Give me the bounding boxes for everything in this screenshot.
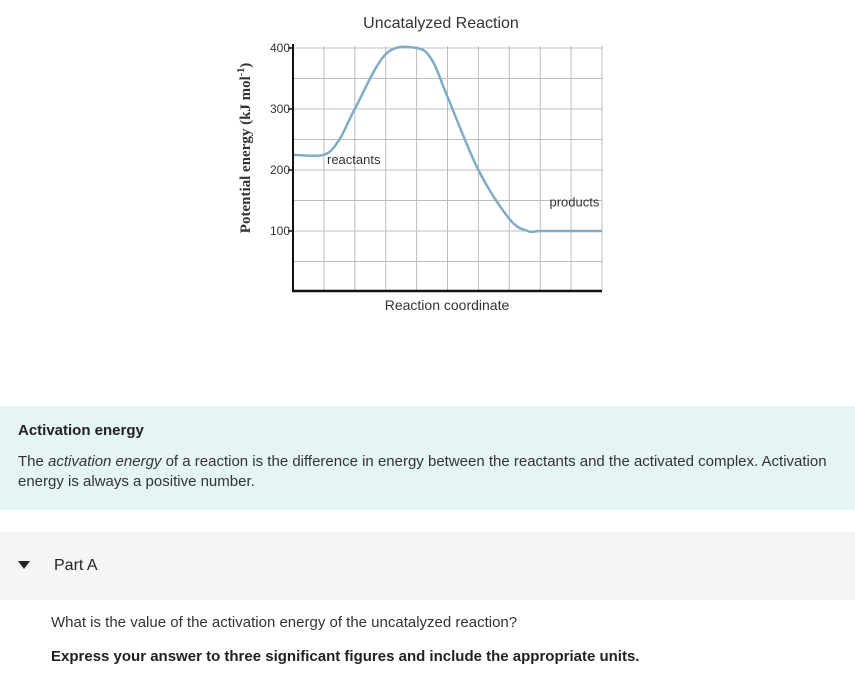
y-axis-label: Potential energy (kJ mol-1) — [236, 63, 254, 233]
y-axis-label-close: ) — [238, 63, 254, 68]
info-text: The activation energy of a reaction is t… — [18, 452, 837, 492]
y-tick-label: 300 — [270, 102, 290, 116]
info-text-pre: The — [18, 453, 49, 470]
part-a-label: Part A — [54, 557, 98, 574]
y-tick-label: 100 — [270, 224, 290, 238]
axes-layer — [292, 44, 602, 293]
info-title: Activation energy — [18, 422, 144, 439]
part-a-header[interactable]: Part A — [0, 532, 855, 600]
grid-layer — [293, 46, 603, 291]
caret-down-icon[interactable] — [18, 561, 30, 569]
info-text-post: of a reaction is the difference in energ… — [18, 453, 827, 490]
x-axis-label: Reaction coordinate — [385, 297, 510, 313]
annotations-layer: reactants products — [327, 152, 600, 210]
annotation-products: products — [549, 195, 599, 210]
y-axis-label-main: Potential energy (kJ mol — [238, 76, 254, 233]
y-tick-labels: 100 200 300 400 — [270, 41, 293, 238]
y-tick-label: 200 — [270, 163, 290, 177]
y-axis-label-sup: -1 — [236, 68, 247, 76]
energy-curve — [292, 45, 602, 234]
annotation-reactants: reactants — [327, 152, 381, 167]
activation-energy-info-box: Activation energy The activation energy … — [0, 406, 855, 510]
question-text: What is the value of the activation ener… — [51, 614, 518, 631]
chart-svg: 100 200 300 400 Uncatalyzed Reaction Reacti… — [236, 15, 603, 313]
energy-diagram-chart: 100 200 300 400 Uncatalyzed Reaction Reacti… — [230, 8, 620, 320]
instruction-text: Express your answer to three significant… — [51, 648, 640, 665]
info-text-emphasis: activation energy — [48, 453, 162, 470]
chart-title: Uncatalyzed Reaction — [363, 15, 519, 32]
y-tick-label: 400 — [270, 41, 290, 55]
